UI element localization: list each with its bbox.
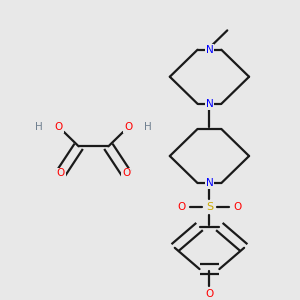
- Text: O: O: [55, 122, 63, 132]
- Text: O: O: [205, 289, 214, 299]
- Text: O: O: [233, 202, 241, 212]
- Text: N: N: [206, 178, 213, 188]
- Text: H: H: [144, 122, 152, 132]
- Text: O: O: [122, 168, 130, 178]
- Text: O: O: [124, 122, 132, 132]
- Text: O: O: [57, 168, 65, 178]
- Text: N: N: [206, 45, 213, 55]
- Text: O: O: [178, 202, 186, 212]
- Text: S: S: [206, 202, 213, 212]
- Text: N: N: [206, 99, 213, 109]
- Text: H: H: [35, 122, 43, 132]
